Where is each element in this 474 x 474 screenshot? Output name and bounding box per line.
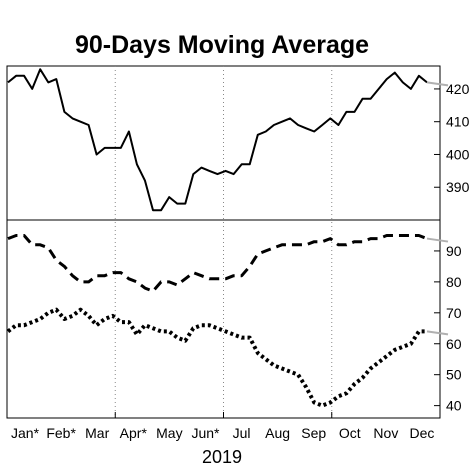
x-tick-label: May (156, 425, 182, 441)
y-tick-label: 410 (446, 114, 470, 130)
series-line-dotted (6, 307, 427, 408)
series-end-connector (426, 81, 449, 87)
y-tick-label: 40 (446, 398, 462, 414)
x-axis-label: 2019 (202, 447, 242, 467)
x-tick-label: Dec (410, 425, 435, 441)
x-tick-label: Sep (301, 425, 326, 441)
y-tick-label: 90 (446, 243, 462, 259)
x-tick-label: Jan* (11, 425, 40, 441)
series-line-dashed (7, 234, 428, 293)
x-tick-label: Jul (233, 425, 251, 441)
series-layer (6, 68, 449, 408)
x-tick-label: Mar (85, 425, 109, 441)
y-tick-label: 70 (446, 305, 462, 321)
x-tick-label: Jun* (191, 425, 220, 441)
y-tick-label: 60 (446, 336, 462, 352)
tick-labels: Jan* Feb* Mar Apr* May Jun* Jul Aug Sep Oct Nov Dec… (11, 81, 470, 441)
y-tick-label: 420 (446, 81, 470, 97)
grid-lines (114, 66, 333, 418)
x-tick-label: Oct (339, 425, 361, 441)
y-tick-label: 400 (446, 146, 470, 162)
x-tick-label: Aug (265, 425, 290, 441)
series-end-connector (426, 237, 449, 243)
series-end-connector (426, 330, 449, 336)
x-tick-label: Apr* (120, 425, 148, 441)
chart-title: 90-Days Moving Average (75, 31, 369, 59)
y-tick-label: 50 (446, 367, 462, 383)
x-tick-label: Nov (373, 425, 398, 441)
x-tick-label: Feb* (46, 425, 76, 441)
series-line-solid (7, 68, 428, 212)
y-tick-label: 390 (446, 179, 470, 195)
y-tick-label: 80 (446, 274, 462, 290)
